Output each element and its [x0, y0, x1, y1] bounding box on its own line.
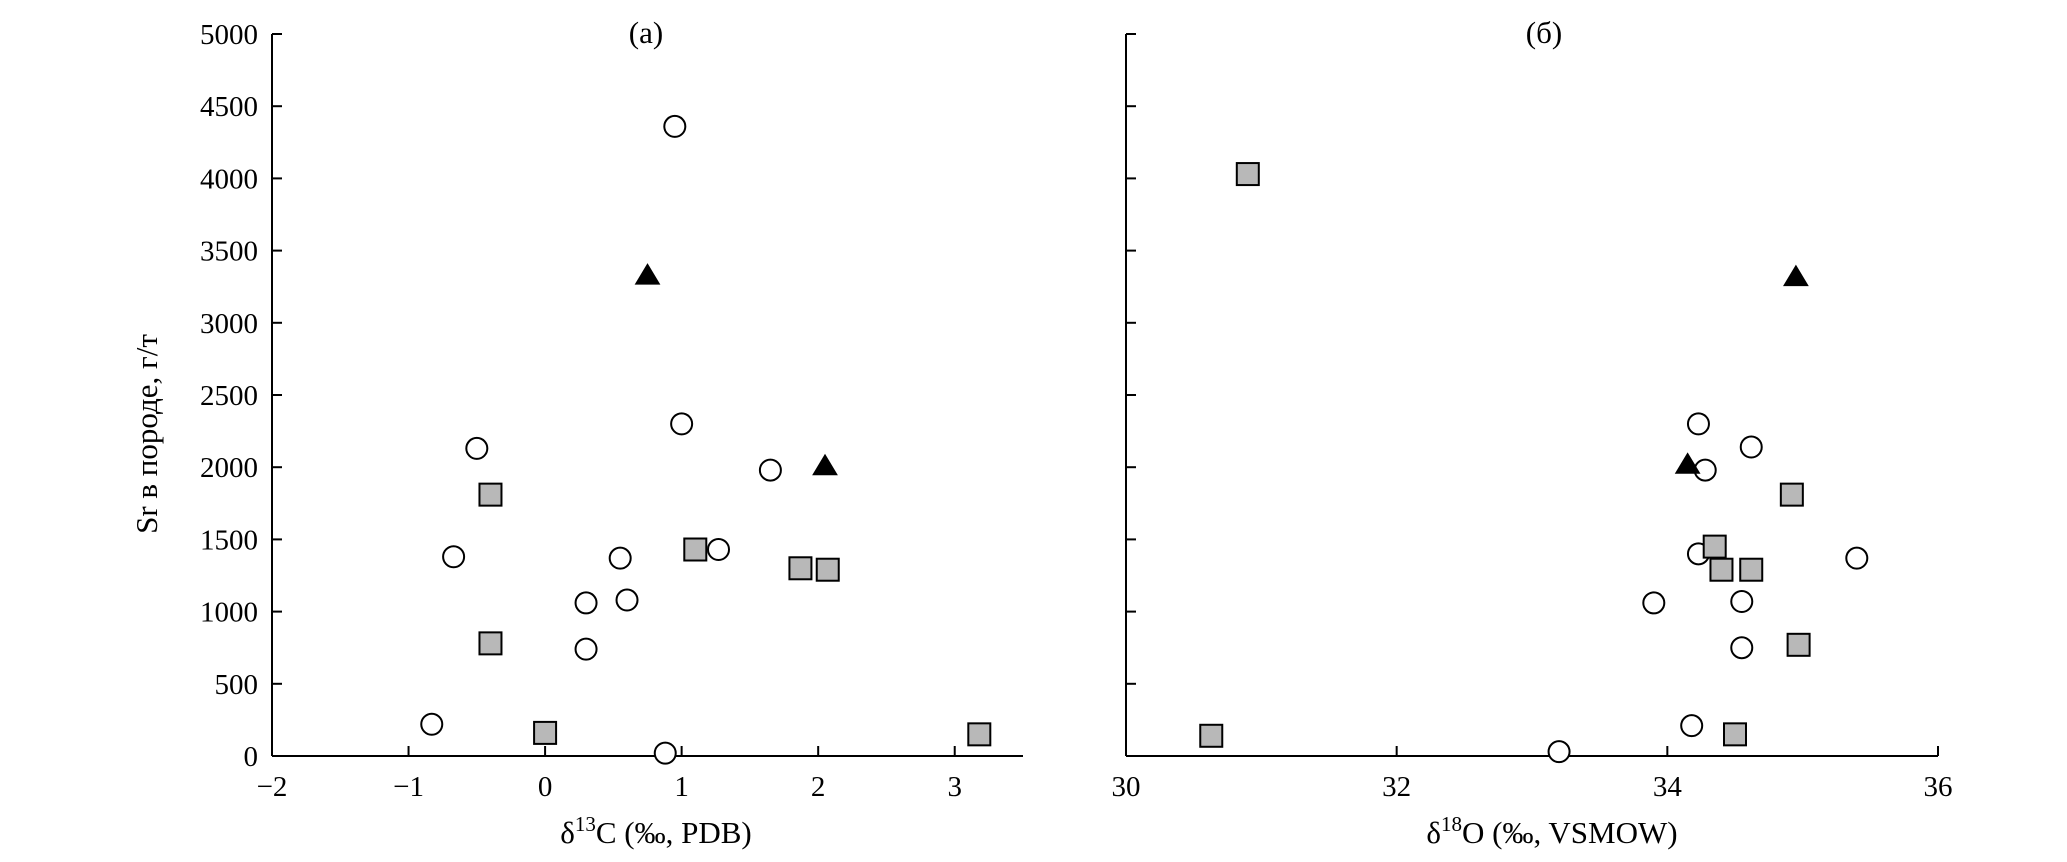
data-point-square — [1235, 162, 1260, 187]
panel-b-axes — [1125, 34, 1938, 757]
data-point-triangle — [1783, 264, 1809, 287]
panel-b-title: (б) — [1526, 15, 1562, 50]
y-tick-label: 2500 — [200, 380, 258, 412]
data-point-circle — [670, 412, 694, 436]
data-point-circle — [608, 546, 632, 570]
data-point-square — [967, 722, 992, 747]
data-point-circle — [1730, 589, 1754, 613]
panel-b: (б) 30 32 34 36 δ18O (‰, VSMOW) — [1112, 15, 1953, 850]
y-tick-label: 5000 — [200, 19, 258, 51]
data-point-square — [683, 537, 708, 562]
panel-a-x-axis-title-superscript: 13 — [575, 812, 596, 836]
panel-b-x-axis-title: δ18O (‰, VSMOW) — [1426, 812, 1677, 850]
data-point-square — [533, 720, 558, 745]
x-tick-label: 0 — [538, 771, 553, 803]
data-point-square — [1739, 557, 1764, 582]
panel-a-points — [420, 114, 992, 765]
y-tick-label: 3000 — [200, 308, 258, 340]
x-tick-label: 3 — [947, 771, 962, 803]
data-point-circle — [1730, 636, 1754, 660]
y-tick-label: 500 — [215, 669, 259, 701]
y-tick-label: 4500 — [200, 91, 258, 123]
data-point-circle — [465, 436, 489, 460]
data-point-square — [815, 557, 840, 582]
x-tick-label: 30 — [1112, 771, 1141, 803]
panel-b-points — [1199, 162, 1869, 764]
y-tick-label: 3500 — [200, 236, 258, 268]
panel-a-y-ticks: 0 500 1000 1500 2000 2500 3000 3500 4000 4500 5000 — [200, 19, 282, 773]
data-point-triangle — [1674, 452, 1701, 474]
x-tick-label: 36 — [1924, 771, 1953, 803]
data-point-circle — [574, 591, 598, 615]
panel-b-y-ticks — [1126, 33, 1136, 757]
data-point-circle — [420, 712, 444, 736]
y-axis-title: Sr в породе, г/т — [129, 334, 164, 534]
panel-b-x-axis-title-rest: O (‰, VSMOW) — [1462, 815, 1678, 850]
x-tick-label: 2 — [811, 771, 826, 803]
data-point-circle — [758, 458, 782, 482]
data-point-square — [1786, 632, 1811, 657]
panel-a-x-axis-title: δ13C (‰, PDB) — [560, 812, 752, 850]
panel-a-title: (а) — [629, 15, 663, 50]
data-point-square — [478, 631, 503, 656]
data-point-circle — [1739, 435, 1763, 459]
data-point-circle — [1686, 412, 1710, 436]
y-tick-label: 0 — [244, 741, 259, 773]
panel-b-x-axis-title-superscript: 18 — [1441, 812, 1462, 836]
data-point-circle — [653, 741, 677, 765]
x-tick-label: −1 — [393, 771, 424, 803]
data-point-square — [1723, 722, 1747, 747]
y-tick-label: 4000 — [200, 163, 258, 195]
data-point-circle — [1642, 591, 1666, 615]
data-point-square — [1709, 557, 1734, 582]
data-point-square — [1702, 534, 1727, 559]
panel-b-x-ticks: 30 32 34 36 — [1112, 746, 1953, 803]
data-point-triangle — [634, 263, 661, 285]
data-point-square — [478, 482, 503, 507]
data-point-circle — [615, 588, 639, 612]
data-point-circle — [442, 545, 466, 569]
panel-a-x-axis-title-rest: C (‰, PDB) — [596, 815, 752, 850]
x-tick-label: 32 — [1382, 771, 1411, 803]
panel-a-x-axis-title-symbol: δ — [560, 815, 575, 850]
y-tick-label: 1000 — [200, 597, 258, 629]
panel-a: (а) −2 −1 0 1 2 3 0 500 1000 1500 2000 2500 3000 350… — [200, 15, 1023, 850]
data-point-circle — [1547, 740, 1571, 764]
data-point-circle — [707, 538, 731, 562]
x-tick-label: 1 — [674, 771, 689, 803]
panel-a-axes — [271, 34, 1023, 757]
panel-b-x-axis-title-symbol: δ — [1426, 815, 1441, 850]
data-point-square — [1779, 482, 1804, 507]
data-point-triangle — [812, 453, 838, 476]
data-point-circle — [1680, 714, 1704, 738]
data-point-square — [1199, 723, 1224, 748]
y-tick-label: 1500 — [200, 524, 258, 556]
y-tick-label: 2000 — [200, 452, 258, 484]
panel-a-x-ticks: −2 −1 0 1 2 3 — [257, 746, 962, 803]
data-point-square — [788, 556, 813, 581]
data-point-circle — [1845, 546, 1869, 570]
data-point-circle — [663, 114, 687, 138]
data-point-circle — [574, 637, 598, 661]
x-tick-label: 34 — [1653, 771, 1683, 803]
x-tick-label: −2 — [257, 771, 288, 803]
